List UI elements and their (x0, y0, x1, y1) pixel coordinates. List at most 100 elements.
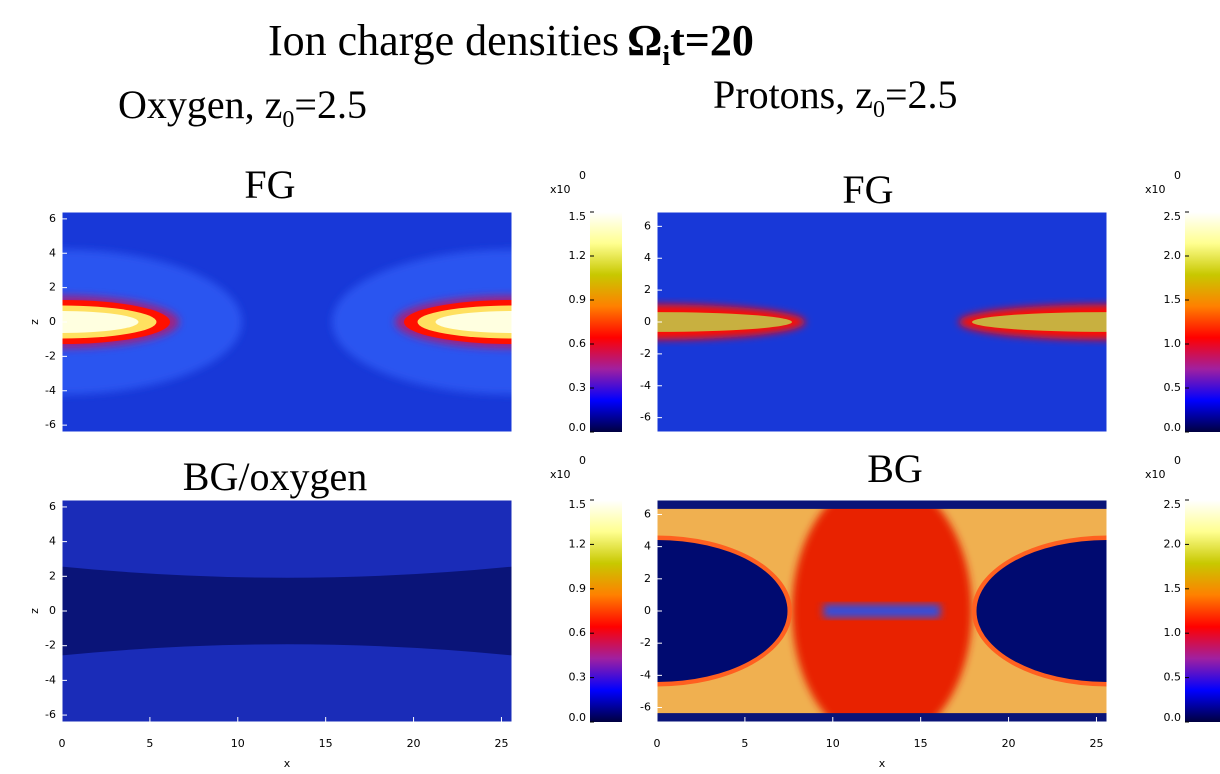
colorbar-multiplier: x10 (550, 183, 571, 196)
colorbar-tick-label: 2.5 (1164, 498, 1182, 511)
y-tick-label: -6 (45, 418, 56, 431)
y-tick-label: -2 (45, 349, 56, 362)
field-hole (657, 539, 788, 683)
heatmap: BG/oxygen -6 -4 -2 0 2 4 6 z 0 5 10 15 20 25 x 0.0 0.3 0.6… (28, 454, 622, 770)
x-tick-label: 5 (146, 737, 153, 750)
colorbar-multiplier: x10 (1145, 468, 1166, 481)
title-symbol: Ω (627, 16, 662, 65)
y-tick-label: 0 (644, 315, 651, 328)
field-core (657, 312, 792, 332)
y-tick-label: 0 (49, 315, 56, 328)
colorbar-tick-label: 0.3 (569, 671, 587, 684)
column-subscript: 0 (873, 97, 885, 123)
y-tick-label: 4 (49, 246, 56, 259)
panel-title: FG (244, 162, 295, 207)
heatmap: BG -6 -4 -2 0 2 4 6 0 5 10 15 20 25 x 0.0 0.5 1.0 1.5 2.0 2.… (640, 446, 1220, 770)
y-axis-label: z (28, 319, 41, 325)
title-suffix: t=20 (670, 16, 754, 65)
y-tick-label: -2 (640, 347, 651, 360)
y-tick-label: 4 (49, 535, 56, 548)
y-tick-label: 4 (644, 540, 651, 553)
heatmap: FG -6 -4 -2 0 2 4 6 z 0.0 0.3 0.6 0.9 1.2 1.5 x10 0 (28, 162, 622, 434)
field (62, 212, 512, 432)
colorbar-tick-label: 0.0 (569, 711, 587, 724)
colorbar (590, 212, 622, 432)
field-edge (657, 500, 1107, 509)
x-tick-label: 25 (494, 737, 508, 750)
colorbar-tick-label: 0.5 (1164, 671, 1182, 684)
column-subscript: 0 (282, 107, 294, 133)
heatmap: FG -6 -4 -2 0 2 4 6 0.0 0.5 1.0 1.5 2.0 2.5 x10 0 (640, 167, 1220, 434)
title-subscript: i (662, 41, 670, 72)
colorbar-exponent: 0 (579, 169, 586, 182)
colorbar-tick-label: 1.5 (569, 210, 587, 223)
colorbar-tick-label: 2.0 (1164, 537, 1182, 550)
field-xline (823, 604, 941, 618)
colorbar-tick-label: 0.0 (1164, 421, 1182, 434)
colorbar-tick-label: 1.5 (569, 498, 587, 511)
field-core (972, 312, 1107, 332)
y-tick-label: -2 (45, 639, 56, 652)
field-band (62, 566, 512, 656)
column-label: Protons, z (713, 72, 873, 117)
x-tick-label: 20 (407, 737, 421, 750)
colorbar (1185, 500, 1220, 722)
x-axis-label: x (879, 757, 886, 770)
colorbar-tick-label: 0.9 (569, 293, 587, 306)
colorbar-tick-label: 0.6 (569, 626, 587, 639)
y-tick-label: -4 (45, 673, 56, 686)
y-tick-label: 2 (644, 572, 651, 585)
colorbar (590, 500, 622, 722)
y-tick-label: 6 (49, 500, 56, 513)
y-tick-label: 4 (644, 251, 651, 264)
colorbar-tick-label: 0.3 (569, 381, 587, 394)
field-hole (976, 539, 1107, 683)
x-tick-label: 10 (826, 737, 840, 750)
column-suffix: =2.5 (885, 72, 958, 117)
y-tick-label: 2 (644, 283, 651, 296)
y-axis-label: z (28, 608, 41, 614)
colorbar-tick-label: 0.0 (1164, 711, 1182, 724)
figure-title: Ion charge densities Ωit=20 (268, 16, 754, 72)
colorbar-exponent: 0 (1174, 454, 1181, 467)
colorbar-exponent: 0 (579, 454, 586, 467)
colorbar-tick-label: 2.0 (1164, 249, 1182, 262)
colorbar-tick-label: 1.2 (569, 249, 587, 262)
x-tick-label: 20 (1002, 737, 1016, 750)
colorbar-tick-label: 2.5 (1164, 210, 1182, 223)
x-tick-label: 0 (59, 737, 66, 750)
x-tick-label: 5 (741, 737, 748, 750)
field-core (435, 311, 512, 333)
y-tick-label: -6 (45, 708, 56, 721)
y-tick-label: 0 (644, 604, 651, 617)
title-text: Ion charge densities (268, 16, 619, 65)
colorbar-tick-label: 0.5 (1164, 381, 1182, 394)
y-tick-label: 6 (49, 212, 56, 225)
colorbar (1185, 212, 1220, 432)
panel-title: BG/oxygen (183, 454, 367, 499)
column-suffix: =2.5 (294, 82, 367, 127)
field-edge (657, 713, 1107, 722)
panel-title: BG (867, 446, 923, 491)
x-tick-label: 15 (914, 737, 928, 750)
column-header: Protons, z0=2.5 (713, 72, 958, 123)
y-tick-label: 2 (49, 569, 56, 582)
field-core (62, 311, 139, 333)
x-tick-label: 25 (1089, 737, 1103, 750)
x-tick-label: 15 (319, 737, 333, 750)
field (657, 212, 1107, 432)
y-tick-label: 2 (49, 281, 56, 294)
colorbar-tick-label: 0.9 (569, 582, 587, 595)
colorbar-tick-label: 1.5 (1164, 582, 1182, 595)
field (62, 500, 512, 722)
colorbar-tick-label: 1.0 (1164, 626, 1182, 639)
column-label: Oxygen, z (118, 82, 282, 127)
colorbar-tick-label: 0.0 (569, 421, 587, 434)
field (657, 500, 1107, 722)
colorbar-tick-label: 1.5 (1164, 293, 1182, 306)
y-tick-label: -4 (640, 668, 651, 681)
panel-title: FG (842, 167, 893, 212)
y-tick-label: -2 (640, 636, 651, 649)
